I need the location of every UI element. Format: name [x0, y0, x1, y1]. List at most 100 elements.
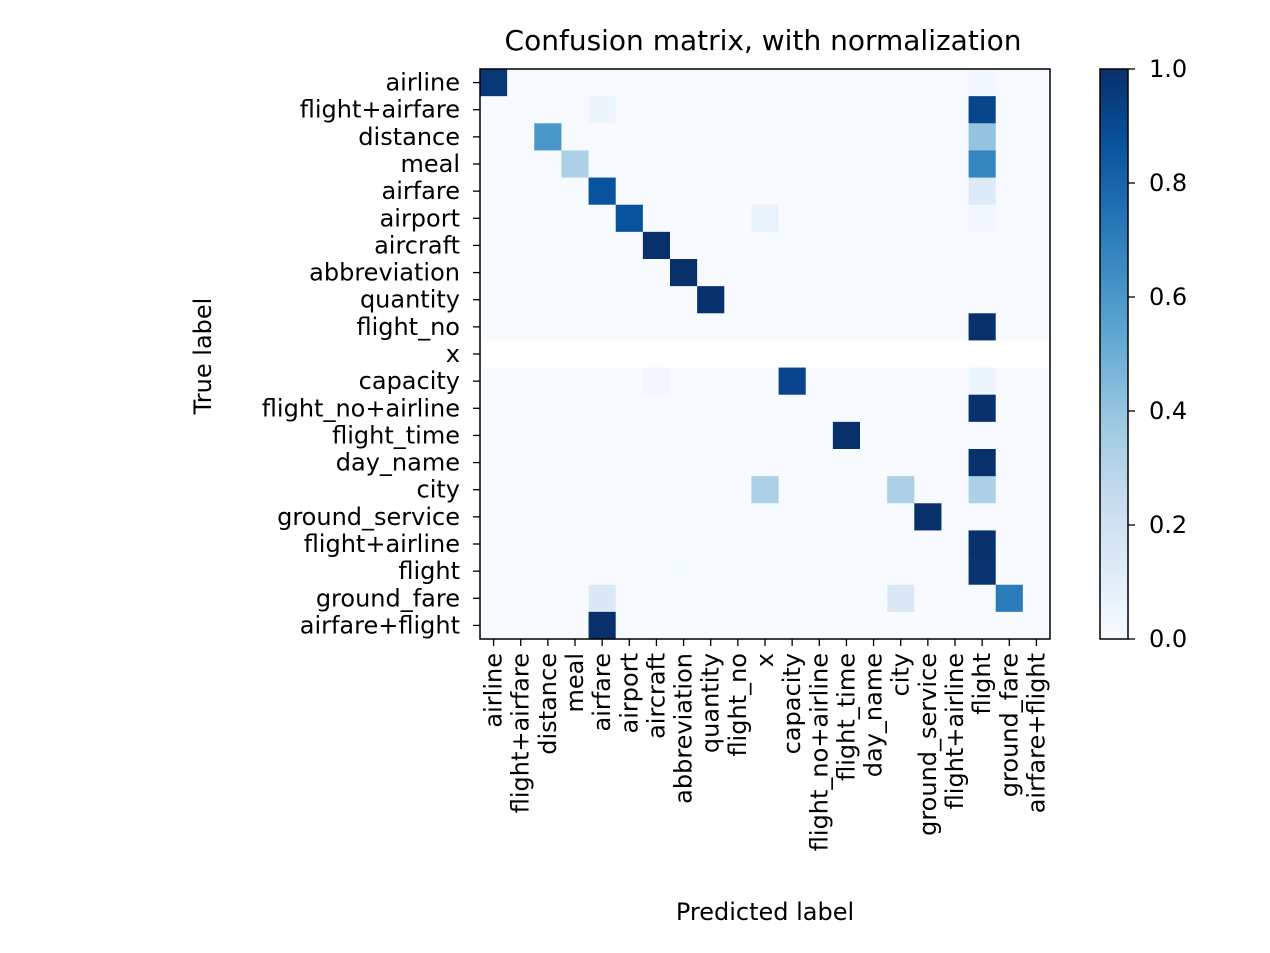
- heatmap-cell: [534, 557, 563, 586]
- heatmap-cell: [561, 259, 590, 287]
- heatmap-cell: [778, 611, 807, 640]
- heatmap-cell: [778, 204, 807, 233]
- heatmap-cell: [588, 313, 617, 342]
- heatmap-cell: [507, 177, 535, 206]
- heatmap-cell: [561, 177, 590, 206]
- x-tick-label: flight: [968, 653, 996, 715]
- colorbar-tick-label: 0.8: [1149, 169, 1187, 197]
- heatmap-cell: [480, 394, 508, 423]
- colorbar-tick-label: 0.0: [1149, 625, 1187, 653]
- heatmap-cell: [995, 259, 1024, 287]
- heatmap-cell: [561, 611, 590, 640]
- heatmap-cell: [615, 449, 644, 477]
- y-tick-label: quantity: [360, 286, 460, 314]
- heatmap-cell: [832, 476, 861, 504]
- heatmap-cell: [995, 584, 1024, 613]
- x-tick-label: ground_service: [914, 653, 942, 836]
- heatmap-cell: [642, 611, 671, 640]
- heatmap-cell: [480, 259, 508, 287]
- heatmap-cell: [914, 340, 943, 369]
- heatmap-cell: [561, 313, 590, 342]
- heatmap-cell: [642, 177, 671, 206]
- x-axis-label: Predicted label: [676, 898, 854, 926]
- heatmap-cell: [480, 557, 508, 586]
- heatmap-cell: [724, 204, 753, 233]
- heatmap-cell: [941, 503, 970, 532]
- heatmap-cell: [860, 204, 888, 233]
- heatmap-cell: [805, 96, 834, 124]
- heatmap-cell: [832, 611, 861, 640]
- heatmap-cell: [642, 313, 671, 342]
- heatmap-cell: [588, 231, 617, 260]
- heatmap-cell: [561, 150, 590, 179]
- x-tick-label: city: [887, 653, 915, 696]
- x-tick-label: flight+airfare: [507, 653, 535, 813]
- heatmap-cell: [588, 286, 617, 314]
- heatmap-cell: [941, 449, 970, 477]
- heatmap-cell: [805, 557, 834, 586]
- heatmap-cell: [832, 340, 861, 369]
- heatmap-cell: [751, 123, 780, 152]
- heatmap-cell: [534, 530, 563, 559]
- heatmap-cell: [751, 611, 780, 640]
- heatmap-cell: [615, 313, 644, 342]
- heatmap-cell: [615, 557, 644, 586]
- heatmap-cell: [480, 584, 508, 613]
- heatmap-cell: [615, 69, 644, 97]
- heatmap-cell: [941, 476, 970, 504]
- heatmap-cell: [697, 530, 725, 559]
- heatmap-cell: [914, 177, 943, 206]
- heatmap-cell: [724, 367, 753, 396]
- heatmap-cell: [724, 286, 753, 314]
- heatmap-cell: [914, 557, 943, 586]
- heatmap-cell: [507, 69, 535, 97]
- heatmap-cell: [968, 421, 997, 450]
- heatmap-cell: [1022, 259, 1051, 287]
- heatmap-cell: [1022, 367, 1051, 396]
- heatmap-cell: [724, 177, 753, 206]
- heatmap-cell: [480, 476, 508, 504]
- heatmap-cell: [805, 503, 834, 532]
- heatmap-cell: [588, 421, 617, 450]
- heatmap-cell: [778, 584, 807, 613]
- heatmap-cell: [1022, 286, 1051, 314]
- y-tick-label: flight_no+airline: [262, 394, 460, 422]
- heatmap-cell: [697, 503, 725, 532]
- heatmap-cell: [724, 530, 753, 559]
- heatmap-cell: [941, 394, 970, 423]
- heatmap-cell: [697, 231, 725, 260]
- heatmap-cell: [615, 231, 644, 260]
- heatmap-cell: [588, 611, 617, 640]
- heatmap-cell: [670, 313, 698, 342]
- heatmap-cell: [968, 367, 997, 396]
- heatmap-cell: [480, 286, 508, 314]
- heatmap-cell: [534, 449, 563, 477]
- heatmap-cell: [534, 476, 563, 504]
- heatmap-cell: [995, 557, 1024, 586]
- heatmap-cell: [724, 611, 753, 640]
- x-tick-label: day_name: [860, 653, 888, 777]
- heatmap-cell: [968, 259, 997, 287]
- heatmap-cell: [968, 231, 997, 260]
- heatmap-cell: [751, 449, 780, 477]
- y-tick-label: x: [446, 340, 460, 368]
- heatmap-cell: [507, 584, 535, 613]
- heatmap-cell: [751, 150, 780, 179]
- heatmap-cell: [995, 421, 1024, 450]
- heatmap-cell: [588, 476, 617, 504]
- heatmap-cell: [642, 394, 671, 423]
- heatmap-cell: [670, 449, 698, 477]
- y-tick-label: flight: [398, 557, 460, 585]
- heatmap-cell: [615, 259, 644, 287]
- heatmap-cell: [887, 611, 915, 640]
- heatmap-cell: [805, 421, 834, 450]
- heatmap-cell: [941, 286, 970, 314]
- heatmap-cell: [724, 449, 753, 477]
- y-axis-label: True label: [189, 298, 217, 416]
- heatmap-cell: [941, 340, 970, 369]
- x-tick-label: meal: [561, 653, 589, 713]
- heatmap-cell: [778, 476, 807, 504]
- heatmap-cell: [914, 259, 943, 287]
- heatmap-cell: [534, 611, 563, 640]
- heatmap-cell: [914, 313, 943, 342]
